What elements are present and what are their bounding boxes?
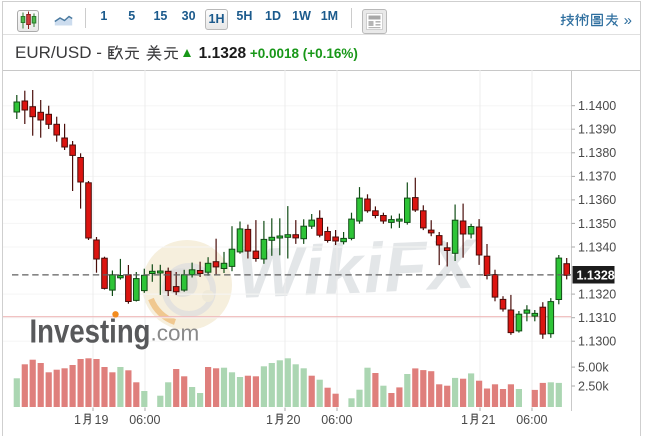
svg-text:1: 1 bbox=[74, 413, 81, 427]
svg-text:1.1310: 1.1310 bbox=[578, 311, 616, 325]
svg-text:06:00: 06:00 bbox=[516, 413, 547, 427]
svg-text:.com: .com bbox=[151, 321, 200, 346]
svg-text:1.1380: 1.1380 bbox=[578, 146, 616, 160]
svg-text:Investing: Investing bbox=[30, 313, 151, 350]
svg-text:1: 1 bbox=[461, 413, 468, 427]
svg-text:1.1328: 1.1328 bbox=[577, 269, 615, 283]
svg-text:1.1360: 1.1360 bbox=[578, 193, 616, 207]
svg-text:1.1400: 1.1400 bbox=[578, 99, 616, 113]
svg-text:19: 19 bbox=[95, 413, 109, 427]
svg-text:06:00: 06:00 bbox=[129, 413, 160, 427]
svg-text:1.1300: 1.1300 bbox=[578, 335, 616, 349]
svg-text:20: 20 bbox=[287, 413, 301, 427]
svg-text:1.1320: 1.1320 bbox=[578, 287, 616, 301]
svg-text:1: 1 bbox=[266, 413, 273, 427]
svg-text:21: 21 bbox=[482, 413, 496, 427]
svg-text:5.00k: 5.00k bbox=[578, 360, 609, 374]
svg-text:06:00: 06:00 bbox=[321, 413, 352, 427]
svg-text:2.50k: 2.50k bbox=[578, 379, 609, 393]
svg-text:1.1370: 1.1370 bbox=[578, 170, 616, 184]
svg-text:1.1340: 1.1340 bbox=[578, 240, 616, 254]
svg-text:1.1350: 1.1350 bbox=[578, 217, 616, 231]
svg-text:1.1390: 1.1390 bbox=[578, 123, 616, 137]
